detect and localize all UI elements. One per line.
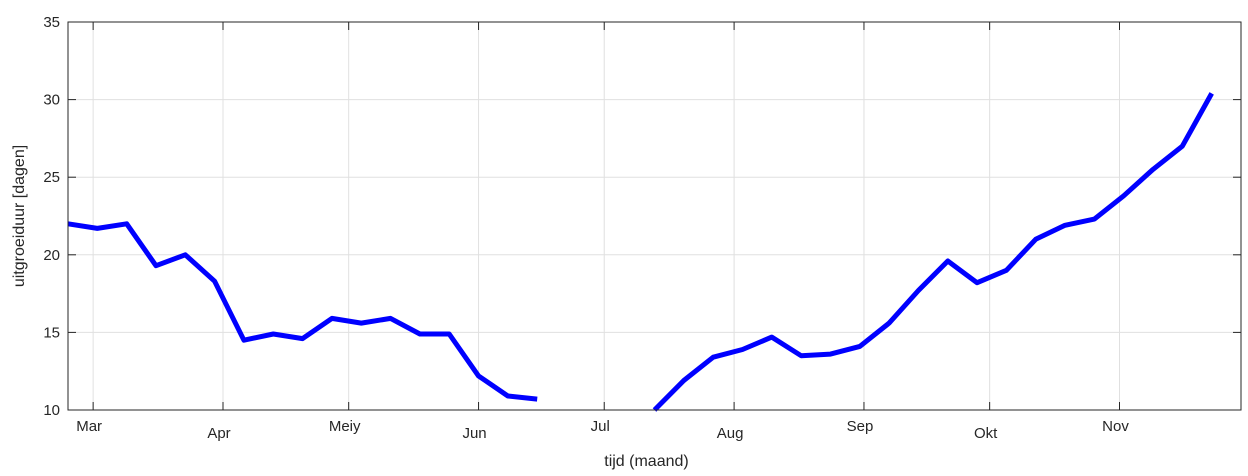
x-tick-label: Okt bbox=[974, 425, 998, 442]
x-tick-label: Sep bbox=[847, 418, 874, 435]
y-axis-label: uitgroeiduur [dagen] bbox=[11, 145, 28, 287]
series-line bbox=[67, 221, 538, 402]
y-tick-label: 10 bbox=[43, 402, 60, 419]
ticks: 10 15 20 25 30 35 Mar Apr Meiy Jun Jul Aug Sep Okt Nov bbox=[43, 14, 1241, 442]
x-tick-label: Jul bbox=[591, 418, 610, 435]
series-line bbox=[652, 92, 1214, 412]
y-tick-label: 30 bbox=[43, 92, 60, 109]
x-tick-label: Aug bbox=[717, 425, 744, 442]
y-tick-label: 15 bbox=[43, 324, 60, 341]
x-tick-label: Mar bbox=[76, 418, 102, 435]
grid bbox=[68, 21, 1241, 411]
x-axis-label: tijd (maand) bbox=[604, 453, 688, 470]
y-tick-label: 35 bbox=[43, 14, 60, 31]
y-tick-label: 20 bbox=[43, 247, 60, 264]
series-layer bbox=[67, 92, 1214, 412]
x-tick-label: Apr bbox=[207, 425, 230, 442]
x-tick-label: Meiy bbox=[329, 418, 361, 435]
y-tick-label: 25 bbox=[43, 169, 60, 186]
x-tick-label: Jun bbox=[462, 425, 486, 442]
x-tick-label: Nov bbox=[1102, 418, 1129, 435]
plot-frame bbox=[67, 21, 1242, 411]
